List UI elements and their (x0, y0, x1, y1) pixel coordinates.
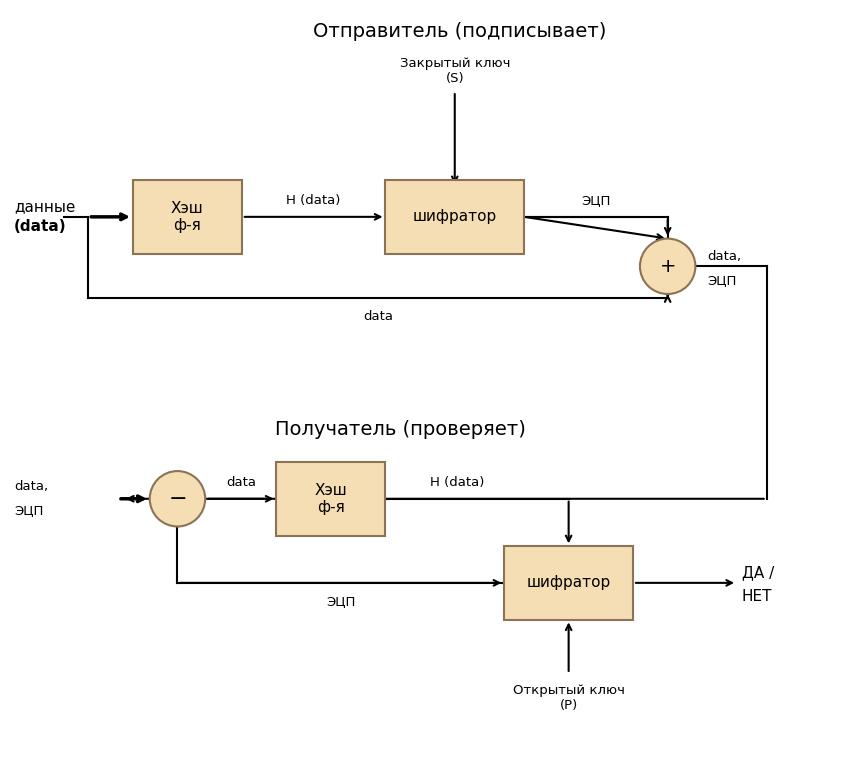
Text: ЭЦП: ЭЦП (14, 504, 44, 517)
Text: шифратор: шифратор (527, 575, 611, 591)
Text: НЕТ: НЕТ (742, 589, 772, 604)
Text: Получатель (проверяет): Получатель (проверяет) (275, 420, 526, 439)
Text: +: + (660, 257, 676, 276)
Text: Хэш
ф-я: Хэш ф-я (171, 201, 204, 233)
Text: data: data (363, 310, 393, 323)
Text: ЭЦП: ЭЦП (582, 194, 611, 207)
Text: H (data): H (data) (286, 194, 341, 207)
Text: Открытый ключ
(P): Открытый ключ (P) (513, 684, 624, 712)
Text: −: − (168, 489, 186, 509)
Text: данные: данные (14, 199, 76, 214)
Text: ЭЦП: ЭЦП (707, 274, 737, 287)
Text: ЭЦП: ЭЦП (326, 594, 356, 608)
Text: H (data): H (data) (430, 476, 484, 489)
Text: data,: data, (14, 480, 48, 493)
Text: (data): (data) (14, 220, 67, 234)
FancyBboxPatch shape (133, 180, 242, 254)
FancyBboxPatch shape (504, 546, 633, 620)
Text: Отправитель (подписывает): Отправитель (подписывает) (313, 22, 606, 42)
Circle shape (640, 239, 696, 294)
Circle shape (149, 471, 205, 526)
Text: data: data (226, 476, 256, 489)
Text: data,: data, (707, 250, 741, 263)
Text: Хэш
ф-я: Хэш ф-я (314, 482, 347, 515)
FancyBboxPatch shape (277, 461, 386, 536)
Text: Закрытый ключ
(S): Закрытый ключ (S) (399, 57, 510, 86)
FancyBboxPatch shape (386, 180, 524, 254)
Text: ДА /: ДА / (742, 566, 774, 581)
Text: шифратор: шифратор (412, 209, 497, 224)
